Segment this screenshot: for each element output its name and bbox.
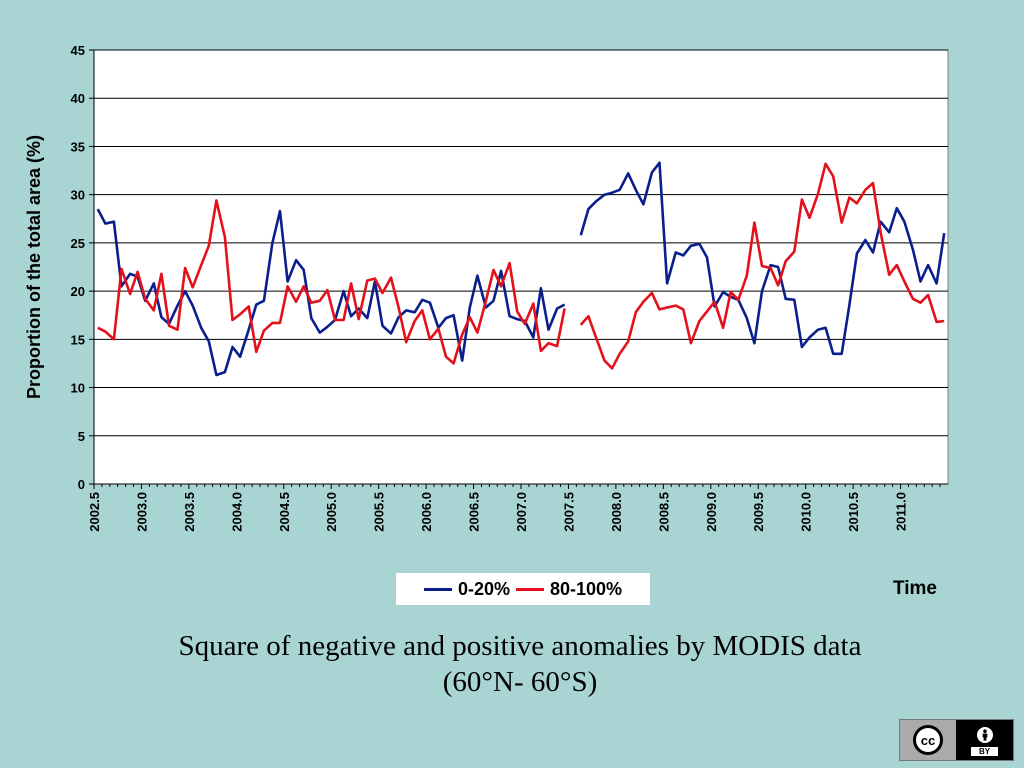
- x-tick-label: 2003.5: [182, 492, 197, 532]
- x-tick-label: 2009.0: [704, 492, 719, 532]
- slide-caption: Square of negative and positive anomalie…: [0, 628, 1024, 700]
- person-icon: [974, 724, 995, 745]
- legend-swatch-series-1: [423, 587, 452, 591]
- x-tick-label: 2011.0: [894, 492, 909, 531]
- legend-label-series-1: 0-20%: [457, 578, 510, 599]
- legend-swatch-series-2: [515, 587, 544, 591]
- x-tick-label: 2005.5: [372, 492, 387, 532]
- x-tick-label: 2010.5: [846, 492, 861, 532]
- x-tick-label: 2007.5: [561, 492, 576, 532]
- x-tick-label: 2007.0: [514, 492, 529, 532]
- cc-logo-area: cc: [900, 720, 956, 760]
- y-tick-label: 45: [71, 43, 85, 58]
- x-tick-label: 2004.0: [229, 492, 244, 532]
- x-tick-label: 2006.5: [467, 492, 482, 532]
- y-tick-labels: 0 5 10 15 20 25 30 35 40 45: [71, 43, 85, 492]
- cc-logo-text: cc: [920, 732, 936, 748]
- y-tick-label: 10: [71, 381, 85, 396]
- cc-license-badge: cc BY: [899, 719, 1014, 761]
- x-tick-label: 2008.0: [609, 492, 624, 532]
- x-axis-title: Time: [893, 578, 938, 599]
- by-label: BY: [970, 746, 999, 756]
- legend-item-series-2: 80-100%: [515, 578, 623, 600]
- y-tick-label: 25: [71, 236, 85, 251]
- y-tick-label: 40: [71, 91, 85, 106]
- series-lines: [96, 161, 946, 377]
- series-2-line-segment-2: [579, 162, 945, 370]
- x-tick-label: 2003.0: [134, 492, 149, 532]
- plot-area: [93, 49, 949, 485]
- caption-line-2: (60°N- 60°S): [442, 666, 598, 698]
- y-tick-label: 35: [71, 139, 85, 154]
- axes: [93, 50, 948, 489]
- series-2-line-segment-1: [97, 199, 566, 365]
- y-tick-label: 20: [71, 284, 85, 299]
- x-tick-labels: 2002.5 2003.0 2003.5 2004.0 2004.5 2005.0 2005…: [87, 492, 909, 532]
- by-area: BY: [956, 724, 1013, 756]
- series-1-line-segment-2: [579, 161, 946, 356]
- legend-item-series-1: 0-20%: [423, 578, 510, 600]
- caption-line-1: Square of negative and positive anomalie…: [178, 630, 862, 662]
- x-tick-label: 2009.5: [751, 492, 766, 532]
- legend-label-series-2: 80-100%: [549, 578, 623, 599]
- x-tick-label: 2006.0: [419, 492, 434, 532]
- x-tick-label: 2005.0: [324, 492, 339, 532]
- y-tick-label: 0: [78, 477, 85, 492]
- x-tick-label: 2010.0: [799, 492, 814, 532]
- cc-icon: cc: [913, 725, 943, 755]
- y-tick-label: 30: [71, 188, 85, 203]
- x-tick-label: 2004.5: [277, 492, 292, 532]
- y-tick-label: 5: [78, 429, 85, 444]
- y-axis-title: Proportion of the total area (%): [24, 135, 44, 399]
- series-1-line-segment-1: [96, 208, 566, 377]
- grid-lines: [89, 49, 948, 485]
- legend: 0-20% 80-100%: [396, 573, 650, 605]
- x-tick-label: 2008.5: [656, 492, 671, 532]
- x-tick-label: 2002.5: [87, 492, 102, 532]
- y-tick-label: 15: [71, 332, 85, 347]
